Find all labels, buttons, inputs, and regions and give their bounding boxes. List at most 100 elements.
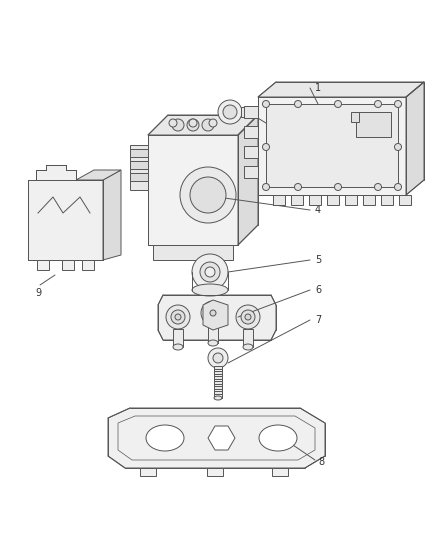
Circle shape (172, 119, 184, 131)
Bar (153, 245, 233, 260)
Circle shape (335, 183, 342, 190)
Circle shape (208, 348, 228, 368)
Polygon shape (76, 170, 121, 180)
Circle shape (218, 100, 242, 124)
Polygon shape (28, 165, 103, 180)
Bar (214, 386, 222, 389)
Bar (214, 376, 222, 379)
Polygon shape (258, 82, 424, 97)
Bar (241, 107, 249, 117)
Bar (363, 195, 375, 205)
Bar (82, 260, 94, 270)
Bar (140, 468, 156, 476)
Polygon shape (258, 97, 406, 195)
Bar (243, 329, 253, 347)
Bar (173, 329, 183, 347)
Text: 9: 9 (35, 288, 41, 298)
Circle shape (213, 353, 223, 363)
Polygon shape (103, 170, 121, 260)
Circle shape (180, 167, 236, 223)
Bar (272, 468, 288, 476)
Bar (273, 195, 285, 205)
Circle shape (294, 101, 301, 108)
Polygon shape (148, 135, 238, 245)
Circle shape (374, 183, 381, 190)
Text: 1: 1 (315, 83, 321, 93)
Bar (214, 391, 222, 394)
Circle shape (236, 305, 260, 329)
Circle shape (169, 119, 177, 127)
Circle shape (209, 119, 217, 127)
Bar (244, 146, 258, 158)
Circle shape (202, 119, 214, 131)
Bar (351, 112, 359, 122)
Circle shape (200, 262, 220, 282)
Circle shape (245, 314, 251, 320)
Ellipse shape (173, 344, 183, 350)
Polygon shape (148, 115, 258, 135)
Bar (214, 366, 222, 369)
Polygon shape (208, 426, 235, 450)
Circle shape (201, 301, 225, 325)
Polygon shape (406, 82, 424, 195)
Polygon shape (108, 408, 325, 468)
Circle shape (189, 119, 197, 127)
Bar (207, 468, 223, 476)
Circle shape (395, 183, 402, 190)
Bar (345, 195, 357, 205)
Circle shape (205, 267, 215, 277)
Polygon shape (203, 300, 228, 330)
Polygon shape (238, 115, 258, 245)
Bar (291, 195, 303, 205)
Bar (266, 104, 398, 187)
Circle shape (210, 310, 216, 316)
Circle shape (262, 101, 269, 108)
Text: 7: 7 (315, 315, 321, 325)
Circle shape (223, 105, 237, 119)
Bar (130, 149, 148, 157)
Bar (214, 368, 222, 398)
Bar (214, 381, 222, 384)
Circle shape (395, 101, 402, 108)
Bar (309, 195, 321, 205)
Text: 4: 4 (315, 205, 321, 215)
Bar (214, 371, 222, 374)
Circle shape (190, 177, 226, 213)
Ellipse shape (259, 425, 297, 451)
Circle shape (395, 143, 402, 150)
Bar (130, 161, 148, 169)
Circle shape (187, 119, 199, 131)
Circle shape (262, 143, 269, 150)
Circle shape (171, 310, 185, 324)
Circle shape (374, 101, 381, 108)
Bar (62, 260, 74, 270)
Bar (327, 195, 339, 205)
Ellipse shape (214, 396, 222, 400)
Circle shape (294, 183, 301, 190)
Circle shape (241, 310, 255, 324)
Bar (130, 145, 148, 190)
Bar (399, 195, 411, 205)
Bar (356, 112, 391, 137)
Circle shape (206, 306, 220, 320)
Circle shape (335, 101, 342, 108)
Text: 5: 5 (315, 255, 321, 265)
Bar (244, 166, 258, 178)
Text: 3: 3 (315, 145, 321, 155)
Ellipse shape (146, 425, 184, 451)
Circle shape (192, 254, 228, 290)
Ellipse shape (208, 340, 218, 346)
Polygon shape (28, 180, 103, 260)
Ellipse shape (243, 344, 253, 350)
Text: 8: 8 (318, 457, 324, 467)
Polygon shape (158, 295, 276, 340)
Text: 6: 6 (315, 285, 321, 295)
Circle shape (175, 314, 181, 320)
Bar (208, 325, 218, 343)
Bar (244, 106, 258, 118)
Bar (244, 126, 258, 138)
Bar (130, 173, 148, 181)
Circle shape (262, 183, 269, 190)
Bar (37, 260, 49, 270)
Bar (381, 195, 393, 205)
